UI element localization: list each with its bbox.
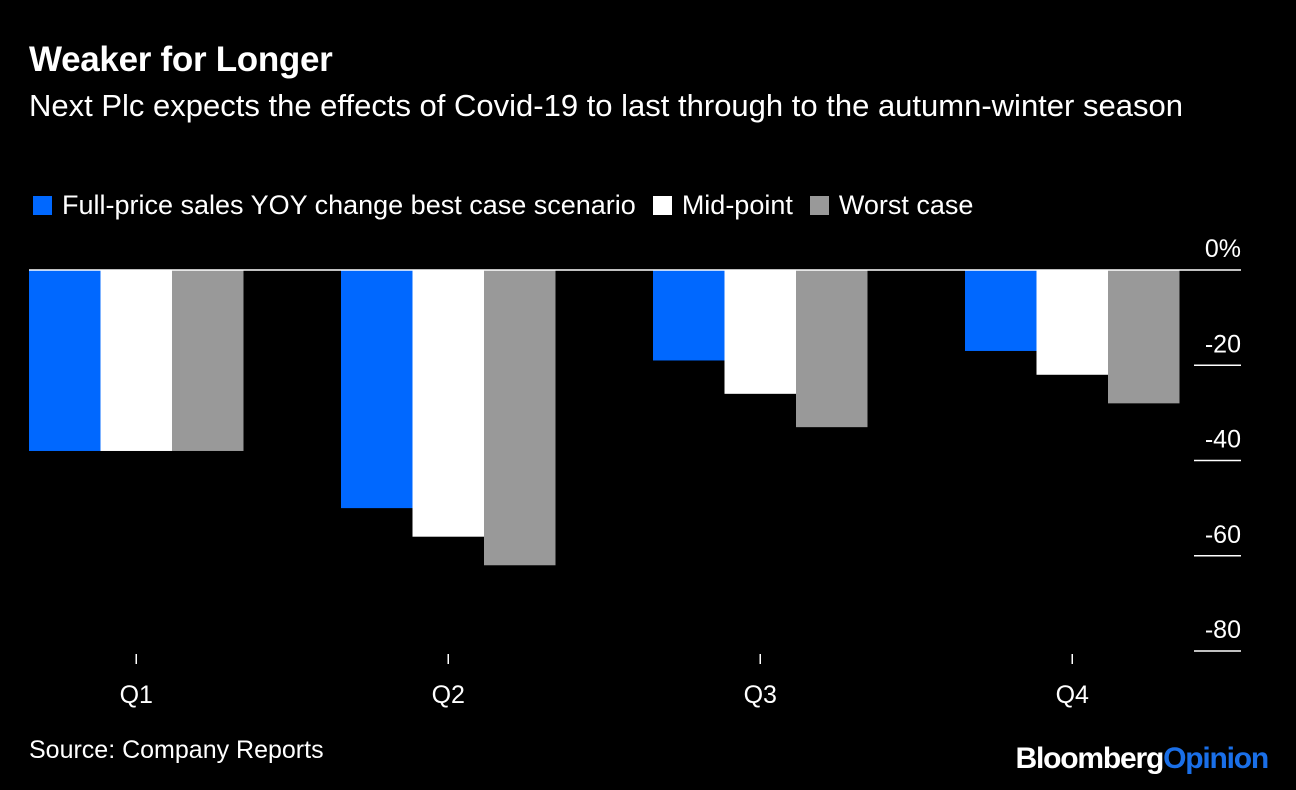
x-tick-label-q4: Q4 [1056, 681, 1089, 709]
y-tick-label-4: -80 [1205, 616, 1241, 644]
brand-part-2: Opinion [1163, 742, 1269, 775]
y-tick-label-1: -20 [1205, 330, 1241, 358]
chart-subtitle: Next Plc expects the effects of Covid-19… [29, 88, 1183, 123]
bar-q1-series-2 [100, 270, 172, 451]
legend-swatch-worst-case [809, 196, 829, 215]
legend-label-worst-case: Worst case [838, 190, 974, 220]
bar-q4-series-3 [1108, 270, 1180, 404]
source-note: Source: Company Reports [29, 736, 324, 764]
legend-item-mid-point: Mid-point [652, 190, 793, 221]
legend: Full-price sales YOY change best case sc… [33, 190, 990, 221]
bloomberg-opinion-logo: BloombergOpinion [1015, 742, 1270, 776]
brand-part-1: Bloomberg [1015, 742, 1165, 775]
bar-q3-series-1 [653, 270, 725, 361]
legend-item-worst-case: Worst case [809, 190, 974, 221]
x-tick-label-q1: Q1 [120, 681, 153, 709]
bar-q3-series-2 [724, 270, 796, 394]
bar-q4-series-1 [965, 270, 1037, 351]
bar-q1-series-3 [172, 270, 244, 451]
y-tick-label-3: -60 [1205, 521, 1241, 549]
chart-title: Weaker for Longer [29, 40, 333, 79]
bar-q2-series-2 [412, 270, 484, 537]
legend-swatch-mid-point [652, 196, 672, 215]
y-tick-label-0: 0% [1205, 235, 1241, 263]
x-tick-label-q2: Q2 [432, 681, 465, 709]
bar-q2-series-1 [341, 270, 413, 509]
legend-item-best-case: Full-price sales YOY change best case sc… [33, 190, 636, 221]
bar-q1-series-1 [29, 270, 101, 451]
x-tick-label-q3: Q3 [744, 681, 777, 709]
y-tick-label-2: -40 [1205, 426, 1241, 454]
bar-q3-series-3 [796, 270, 868, 428]
legend-swatch-best-case [33, 196, 52, 215]
legend-label-best-case: Full-price sales YOY change best case sc… [62, 190, 636, 220]
bar-q4-series-2 [1036, 270, 1108, 375]
bar-q2-series-3 [484, 270, 556, 566]
legend-label-mid-point: Mid-point [681, 190, 793, 220]
